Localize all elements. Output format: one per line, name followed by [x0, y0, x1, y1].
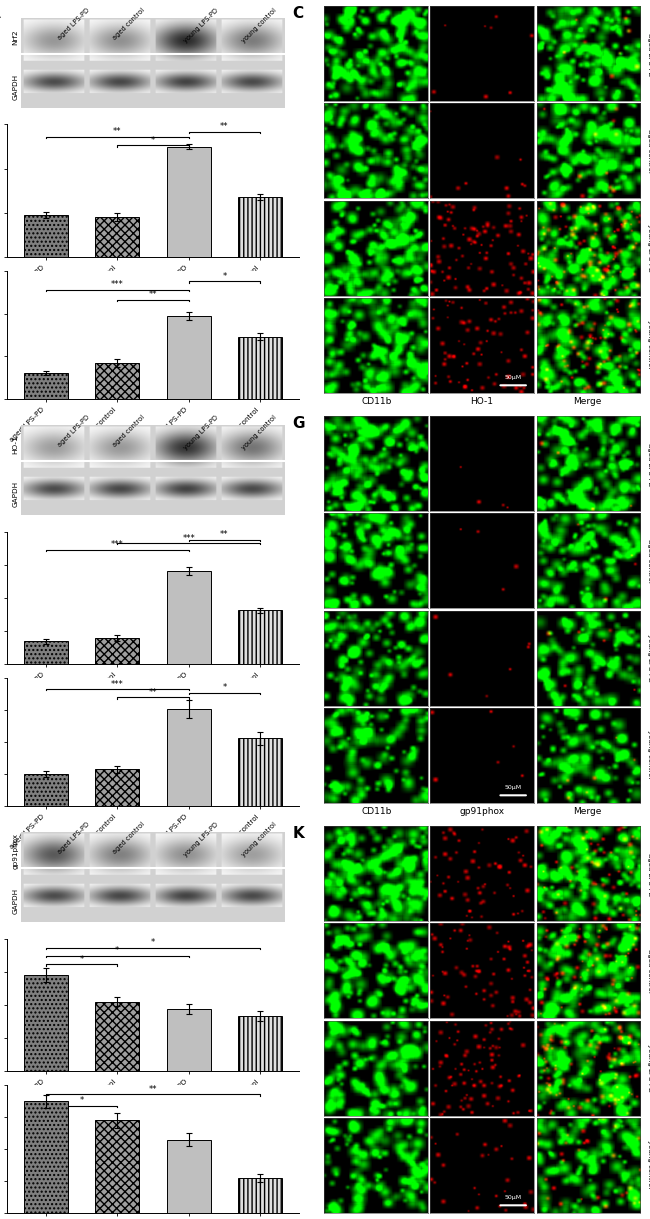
Bar: [23, 373, 68, 399]
Text: C: C: [292, 6, 304, 21]
Text: Merge: Merge: [573, 397, 602, 406]
Text: ***: ***: [111, 280, 124, 289]
Text: young LPS-PD: young LPS-PD: [647, 634, 650, 681]
Bar: [95, 363, 139, 399]
Bar: [238, 1178, 282, 1213]
Bar: [95, 1002, 139, 1072]
Text: *: *: [151, 135, 155, 145]
Bar: [23, 975, 68, 1072]
Text: aged LPS-PD: aged LPS-PD: [647, 33, 650, 77]
Bar: [238, 1017, 282, 1072]
Text: aged control: aged control: [647, 950, 650, 993]
Text: young LPS-PD: young LPS-PD: [647, 224, 650, 272]
Text: young LPS-PD: young LPS-PD: [647, 1043, 650, 1092]
Text: *: *: [151, 939, 155, 947]
Text: aged control: aged control: [112, 7, 146, 41]
Text: *: *: [222, 684, 227, 692]
Text: aged LPS-PD: aged LPS-PD: [57, 414, 90, 449]
Bar: [238, 611, 282, 664]
Bar: [166, 146, 211, 257]
Text: HO-1: HO-1: [471, 397, 493, 406]
Text: 50μM: 50μM: [504, 374, 522, 379]
Text: ***: ***: [111, 540, 124, 549]
Text: **: **: [149, 1085, 157, 1093]
Text: **: **: [220, 530, 229, 539]
Text: ***: ***: [183, 534, 195, 542]
Text: GAPDH: GAPDH: [12, 74, 18, 100]
Text: **: **: [149, 290, 157, 300]
Text: aged LPS-PD: aged LPS-PD: [647, 852, 650, 896]
Text: Nrf2: Nrf2: [12, 29, 18, 45]
Bar: [238, 336, 282, 399]
Text: *: *: [79, 954, 84, 964]
Text: HO-1: HO-1: [12, 435, 18, 453]
Text: young control: young control: [241, 7, 278, 44]
Bar: [238, 197, 282, 257]
Bar: [166, 709, 211, 806]
Text: aged LPS-PD: aged LPS-PD: [57, 822, 90, 856]
Bar: [95, 769, 139, 806]
Text: aged control: aged control: [112, 414, 146, 449]
Text: A: A: [0, 6, 1, 21]
Text: CD11b: CD11b: [361, 807, 392, 817]
Text: aged control: aged control: [647, 539, 650, 583]
Bar: [23, 215, 68, 257]
Text: ***: ***: [111, 679, 124, 689]
Text: aged LPS-PD: aged LPS-PD: [647, 442, 650, 486]
Text: young control: young control: [241, 822, 278, 858]
Text: G: G: [292, 416, 305, 432]
Text: *: *: [222, 272, 227, 280]
Bar: [23, 1102, 68, 1213]
Bar: [95, 217, 139, 257]
Text: *: *: [115, 946, 120, 956]
Text: 50μM: 50μM: [504, 785, 522, 790]
Bar: [166, 1009, 211, 1072]
Text: young LPS-PD: young LPS-PD: [182, 7, 219, 44]
Text: young control: young control: [647, 321, 650, 368]
Text: **: **: [113, 127, 122, 137]
Text: young LPS-PD: young LPS-PD: [182, 822, 219, 858]
Bar: [23, 774, 68, 806]
Bar: [166, 572, 211, 664]
Text: **: **: [220, 122, 229, 132]
Text: Merge: Merge: [573, 807, 602, 817]
Bar: [238, 739, 282, 806]
Text: young control: young control: [241, 414, 278, 451]
Text: CD11b: CD11b: [361, 397, 392, 406]
Text: aged control: aged control: [112, 822, 146, 856]
Text: aged control: aged control: [647, 129, 650, 173]
Text: young LPS-PD: young LPS-PD: [182, 414, 219, 451]
Text: GAPDH: GAPDH: [12, 482, 18, 507]
Text: young control: young control: [647, 1140, 650, 1189]
Bar: [166, 316, 211, 399]
Text: aged LPS-PD: aged LPS-PD: [57, 7, 90, 41]
Text: *: *: [79, 1096, 84, 1106]
Text: 50μM: 50μM: [504, 1195, 522, 1199]
Text: GAPDH: GAPDH: [12, 889, 18, 914]
Bar: [95, 638, 139, 664]
Bar: [23, 641, 68, 664]
Text: young control: young control: [647, 730, 650, 779]
Text: K: K: [292, 826, 304, 841]
Text: **: **: [149, 688, 157, 697]
Text: gp91phox: gp91phox: [460, 807, 504, 817]
Text: gp91phox: gp91phox: [12, 834, 18, 869]
Bar: [166, 1140, 211, 1213]
Bar: [95, 1120, 139, 1213]
